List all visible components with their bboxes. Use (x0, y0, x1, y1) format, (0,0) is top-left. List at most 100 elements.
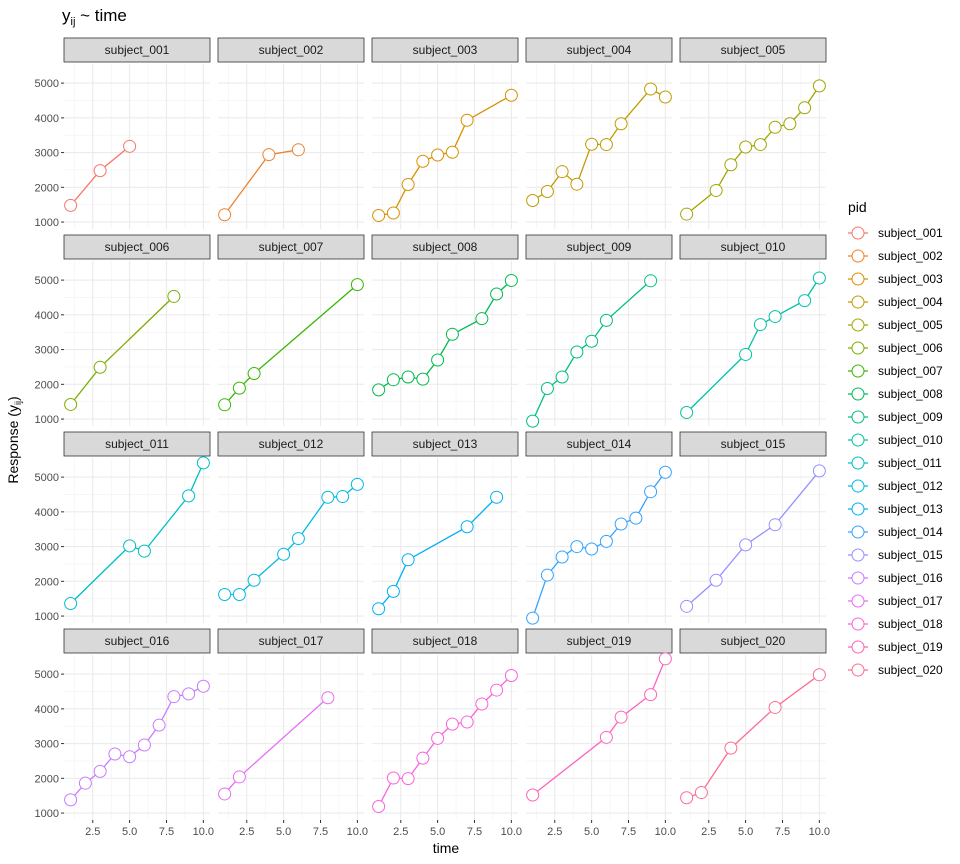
panel-background (218, 655, 364, 820)
facet-strip (679, 234, 827, 260)
data-point (218, 787, 232, 801)
data-point (599, 313, 613, 327)
legend-item-subject_002: subject_002 (848, 249, 943, 263)
data-point (526, 611, 540, 625)
legend-key-point (851, 525, 865, 539)
data-point (812, 464, 826, 478)
data-point (445, 145, 459, 159)
panel-subject_016: subject_016 (63, 628, 211, 820)
data-point (768, 120, 782, 134)
data-point (644, 485, 658, 499)
panel-subject_015: subject_015 (679, 431, 827, 623)
series-line-subject_007 (224, 284, 358, 406)
data-point (585, 334, 599, 348)
y-tick-label: 4000 (35, 113, 59, 125)
panel-background (372, 458, 518, 623)
data-point (247, 573, 261, 587)
legend-item-subject_008: subject_008 (848, 387, 943, 401)
x-tick-label: 7.5 (467, 826, 482, 838)
data-point (644, 82, 658, 96)
legend-item-subject_017: subject_017 (848, 594, 943, 608)
facet-strip (525, 234, 673, 260)
panel-background (680, 64, 826, 229)
facet-strip (371, 37, 519, 63)
facet-panels: subject_001 subject_002 subject_003 subject… (63, 37, 827, 820)
title-rest: ~ time (75, 6, 127, 25)
data-point (614, 517, 628, 531)
legend-item-subject_018: subject_018 (848, 617, 943, 631)
panel-subject_004: subject_004 (525, 37, 673, 229)
data-point (490, 683, 504, 697)
data-point (232, 770, 246, 784)
ylabel-subscript: ij (13, 401, 23, 405)
legend-label: subject_009 (878, 410, 943, 424)
legend-label: subject_019 (878, 640, 943, 654)
legend-label: subject_004 (878, 295, 943, 309)
legend-item-subject_016: subject_016 (848, 571, 943, 585)
data-point (490, 287, 504, 301)
facet-strip-label: subject_008 (413, 240, 478, 254)
data-point (460, 520, 474, 534)
data-point (585, 542, 599, 556)
panel-subject_012: subject_012 (217, 431, 365, 623)
data-point (812, 668, 826, 682)
y-tick-label: 1000 (35, 414, 59, 426)
data-point (709, 573, 723, 587)
data-point (182, 489, 196, 503)
facet-strip-label: subject_002 (259, 43, 324, 57)
panel-background (526, 655, 672, 820)
panel-subject_011: subject_011 (63, 431, 211, 623)
legend-key-point (851, 387, 865, 401)
data-point (555, 550, 569, 564)
data-point (526, 194, 540, 208)
y-tick-label: 3000 (35, 739, 59, 751)
data-point (768, 310, 782, 324)
data-point (798, 101, 812, 115)
ylabel-end: ) (5, 396, 21, 401)
data-point (526, 788, 540, 802)
legend-key-point (851, 617, 865, 631)
legend-item-subject_015: subject_015 (848, 548, 943, 562)
panel-subject_005: subject_005 (679, 37, 827, 229)
legend-key-point (851, 640, 865, 654)
data-point (137, 544, 151, 558)
data-point (431, 353, 445, 367)
data-point (614, 710, 628, 724)
legend-key-point (851, 272, 865, 286)
data-point (658, 652, 672, 666)
facet-strip-label: subject_012 (259, 437, 324, 451)
legend: pid subject_001 subject_002 subject_003sub… (848, 199, 943, 677)
facet-strip-label: subject_007 (259, 240, 324, 254)
panel-subject_009: subject_009 (525, 234, 673, 428)
legend-key-point (851, 571, 865, 585)
facet-strip (679, 37, 827, 63)
facet-strip (371, 431, 519, 457)
data-point (372, 602, 386, 616)
facet-strip (217, 431, 365, 457)
panel-subject_010: subject_010 (679, 234, 827, 426)
facet-strip-label: subject_011 (105, 437, 169, 451)
data-point (218, 588, 232, 602)
data-point (445, 327, 459, 341)
legend-label: subject_017 (878, 594, 943, 608)
data-point (232, 588, 246, 602)
data-point (372, 383, 386, 397)
x-tick-label: 10.0 (193, 826, 214, 838)
x-tick-label: 2.5 (239, 826, 254, 838)
data-point (64, 198, 78, 212)
y-tick-label: 2000 (35, 379, 59, 391)
data-point (783, 117, 797, 131)
facet-strip (63, 628, 211, 654)
data-point (167, 690, 181, 704)
legend-label: subject_012 (878, 479, 943, 493)
x-axis-title: time (433, 840, 460, 856)
y-tick-label: 1000 (35, 611, 59, 623)
panel-background (372, 655, 518, 820)
legend-item-subject_003: subject_003 (848, 272, 943, 286)
data-point (753, 138, 767, 152)
data-point (680, 405, 694, 419)
legend-key-point (851, 318, 865, 332)
y-axis-title: Response (yij) (5, 396, 23, 483)
y-tick-label: 4000 (35, 704, 59, 716)
facet-strip-label: subject_015 (721, 437, 786, 451)
